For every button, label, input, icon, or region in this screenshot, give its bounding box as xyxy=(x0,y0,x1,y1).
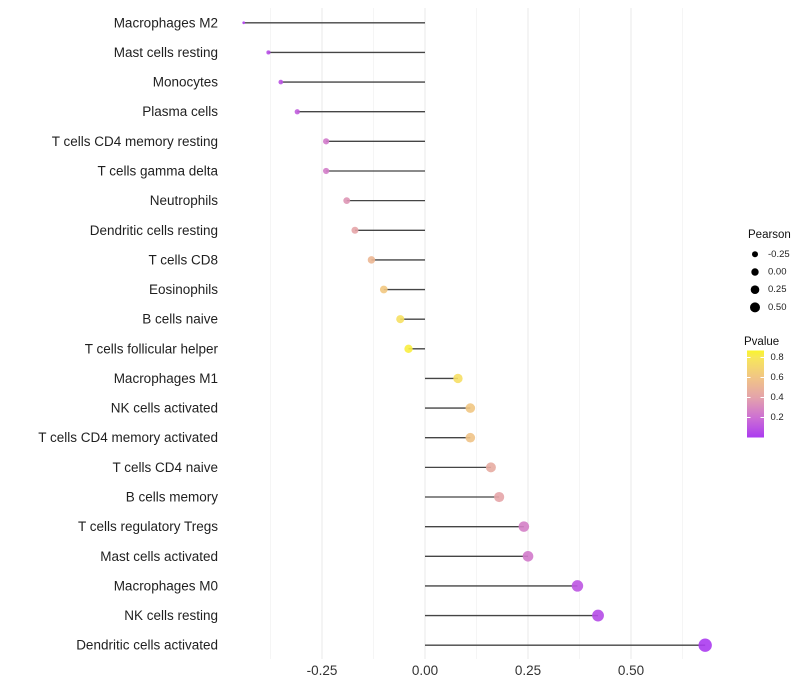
lollipop-dot xyxy=(518,521,530,532)
colorbar-tick-label: 0.2 xyxy=(771,412,784,423)
lollipop-dot xyxy=(242,21,246,25)
lollipop-dot xyxy=(266,50,271,55)
colorbar xyxy=(747,350,764,438)
legend-size-label: 0.00 xyxy=(768,267,787,278)
x-tick-label: 0.50 xyxy=(618,663,644,678)
x-tick-label: 0.00 xyxy=(412,663,438,678)
lollipop-dot xyxy=(343,197,351,205)
pvalue-colorbar: 0.8 0.6 0.4 0.2 xyxy=(747,350,784,438)
lollipop-dot xyxy=(351,226,359,234)
pearson-size-legend-title: Pearson xyxy=(748,229,791,241)
row-label: Monocytes xyxy=(153,75,219,90)
row-label: T cells CD4 memory resting xyxy=(52,134,218,149)
lollipop-dot xyxy=(465,403,476,413)
lollipop-dot xyxy=(494,491,505,503)
row-label: Dendritic cells activated xyxy=(76,638,218,653)
row-label: T cells CD8 xyxy=(148,252,218,267)
x-tick-label: 0.25 xyxy=(515,663,541,678)
row-label: Macrophages M2 xyxy=(114,15,218,30)
gridlines-minor xyxy=(270,8,683,659)
lollipop-dot xyxy=(698,638,712,652)
row-label: Neutrophils xyxy=(150,193,219,208)
legend-size-label: -0.25 xyxy=(768,249,790,260)
row-label: NK cells activated xyxy=(111,401,218,416)
lollipop-dot xyxy=(323,167,330,175)
colorbar-tick-label: 0.4 xyxy=(771,392,784,403)
row-label: T cells CD4 memory activated xyxy=(38,430,218,445)
legend-size-dot xyxy=(752,251,758,258)
row-label: Macrophages M0 xyxy=(114,578,218,593)
legend-size-dot xyxy=(751,268,759,276)
y-axis-labels: Macrophages M2 Mast cells resting Monocyte… xyxy=(38,15,218,652)
x-axis-tick-labels: -0.25 0.00 0.25 0.50 xyxy=(307,663,645,678)
lollipop-dot xyxy=(522,550,534,562)
lollipop-dot xyxy=(404,344,413,353)
lollipop-dot xyxy=(396,315,405,324)
lollipop-dot xyxy=(453,373,463,384)
row-label: Dendritic cells resting xyxy=(90,223,218,238)
legend-size-label: 0.50 xyxy=(768,302,787,313)
lollipop-dot xyxy=(592,609,604,622)
lollipop-dot xyxy=(294,109,300,115)
lollipop-dot xyxy=(379,285,388,294)
lollipop-dot xyxy=(465,432,476,443)
pvalue-color-legend-title: Pvalue xyxy=(744,336,779,348)
lollipop-sticks xyxy=(243,22,706,646)
lollipop-dot xyxy=(367,256,376,264)
legend-size-label: 0.25 xyxy=(768,284,787,295)
row-label: T cells gamma delta xyxy=(97,163,218,178)
lollipop-dot xyxy=(571,580,584,592)
lollipop-dot xyxy=(278,79,284,85)
row-label: Eosinophils xyxy=(149,282,218,297)
row-label: Mast cells resting xyxy=(114,45,218,60)
row-label: Mast cells activated xyxy=(100,549,218,564)
row-label: Plasma cells xyxy=(142,104,218,119)
row-label: NK cells resting xyxy=(124,608,218,623)
legend-size-dot xyxy=(750,285,760,295)
colorbar-tick-label: 0.8 xyxy=(771,352,784,363)
legend: Pearson -0.250.000.250.50 Pvalue 0.80.60… xyxy=(744,229,791,438)
gridlines-major xyxy=(321,8,632,659)
colorbar-tick-label: 0.6 xyxy=(771,372,784,383)
row-label: T cells regulatory Tregs xyxy=(78,519,218,534)
legend-size-dot xyxy=(750,302,760,313)
lollipop-dot xyxy=(485,462,496,473)
x-tick-label: -0.25 xyxy=(307,663,338,678)
row-label: B cells naive xyxy=(142,312,218,327)
lollipop-dots xyxy=(242,21,712,652)
row-label: T cells follicular helper xyxy=(85,341,219,356)
row-label: B cells memory xyxy=(126,490,219,505)
row-label: T cells CD4 naive xyxy=(112,460,218,475)
pearson-size-legend: -0.25 0.00 0.25 0.50 xyxy=(750,249,790,313)
row-label: Macrophages M1 xyxy=(114,371,218,386)
lollipop-dot xyxy=(323,138,330,145)
